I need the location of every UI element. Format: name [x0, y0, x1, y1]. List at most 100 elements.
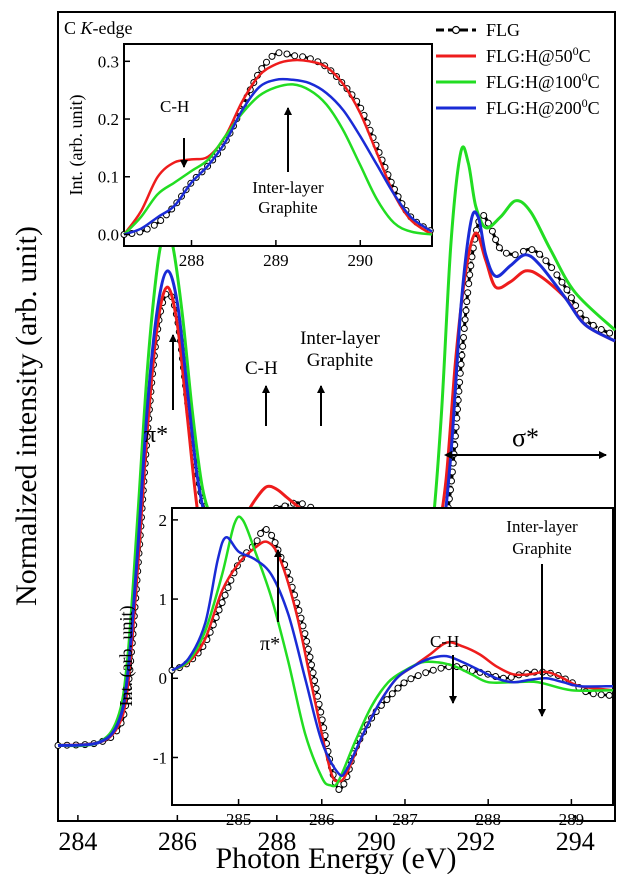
x-axis-label: Photon Energy (eV)	[215, 842, 456, 874]
main-x-tick-label: 286	[158, 827, 197, 856]
inset_bottom-series-flg-marker	[311, 677, 319, 685]
top-inset-ticks: 288 289 290 0.0 0.1 0.2 0.3	[98, 52, 373, 270]
main-series-flg-marker	[582, 316, 590, 324]
inset_top-series-flg-h-200-c	[123, 77, 433, 236]
inset_bottom-series-flg-marker	[414, 672, 422, 680]
interlayer-label-bottom-inset-1: Inter-layer	[506, 517, 578, 536]
inset_bottom-series-flg-marker	[335, 786, 343, 793]
inset_bottom-series-flg-marker	[308, 661, 315, 669]
main-series-flg-marker	[298, 500, 306, 508]
main-x-tick-label: 290	[357, 827, 396, 856]
inset_top-x-tick-label: 290	[348, 251, 374, 270]
panel-label: C K-edge	[64, 18, 133, 38]
main-series-flg-marker	[548, 264, 556, 272]
inset_top-series-flg-marker	[263, 58, 270, 66]
inset_bottom-x-tick-label: 285	[226, 810, 252, 829]
legend-label-flg-h-50-c: FLG:H@500C	[486, 44, 591, 66]
inset_bottom-series-flg-marker	[309, 669, 317, 677]
inset_bottom-series-flg-marker	[253, 537, 261, 545]
inset_bottom-series-flg-marker	[407, 675, 415, 683]
inset_top-series-flg-marker	[275, 49, 283, 57]
main-series-flg-marker	[464, 289, 472, 297]
legend: FLG FLG:H@500C FLG:H@1000C FLG:H@2000C	[436, 20, 600, 118]
legend-label-flg: FLG	[486, 20, 520, 40]
main-series-flg-marker	[461, 316, 469, 324]
inset_bottom-series-flg-marker	[383, 696, 391, 704]
inset_bottom-y-tick-label: -1	[153, 748, 167, 767]
main-series-flg-marker	[456, 378, 464, 386]
inset_top-series-flg-h-100-c	[123, 83, 433, 236]
inset_bottom-series-flg-marker	[306, 653, 314, 661]
inset_top-y-tick-label: 0.3	[98, 52, 119, 71]
main-series-flg-marker	[456, 369, 464, 377]
main-x-ticks: 284 286 288 290 292 294	[58, 815, 595, 856]
inset_top-y-tick-label: 0.2	[98, 110, 119, 129]
legend-marker-flg	[451, 25, 461, 35]
inset_top-y-tick-label: 0.0	[98, 225, 119, 244]
ch-label-main: C-H	[245, 358, 278, 379]
inset_top-y-tick-label: 0.1	[98, 168, 119, 187]
top-inset-frame	[123, 43, 433, 247]
main-series-flg-marker	[459, 342, 467, 350]
main-x-tick-label: 284	[58, 827, 97, 856]
main-series-flg-marker	[558, 278, 566, 286]
main-series-flg-marker	[536, 250, 544, 258]
inset_bottom-y-tick-label: 1	[159, 590, 168, 609]
interlayer-label-main-2: Graphite	[307, 350, 373, 371]
top-inset-curves	[120, 49, 434, 238]
main-annotations: π* C-H Inter-layer Graphite σ*	[144, 328, 607, 459]
main-series-flg-marker	[465, 280, 473, 288]
main-x-tick-label: 292	[456, 827, 495, 856]
main-series-flg-marker	[492, 236, 500, 244]
main-series-flg-marker	[542, 257, 550, 265]
sigma-star-label: σ*	[512, 423, 539, 452]
main-series-flg-marker	[467, 262, 475, 270]
y-axis-label: Normalized intensity (arb. unit)	[10, 226, 43, 606]
inset_bottom-series-flg-marker	[271, 539, 279, 547]
interlayer-label-main-1: Inter-layer	[300, 328, 380, 349]
inset_top-series-flg-marker	[150, 221, 158, 229]
main-x-tick-label: 294	[556, 827, 595, 856]
inset_bottom-series-flg-marker	[388, 690, 396, 698]
main-series-flg-h-50-c	[57, 231, 616, 747]
main-series-flg-marker	[502, 249, 510, 257]
inset_bottom-series-flg-marker	[221, 591, 229, 599]
inset_top-series-flg-marker	[283, 50, 291, 58]
main-series-flg-marker	[563, 286, 571, 294]
main-series-flg-marker	[495, 244, 503, 252]
inset_bottom-series-flg-marker	[597, 691, 605, 699]
ch-label-bottom-inset: C-H	[430, 632, 459, 651]
main-series-flg-marker	[462, 307, 470, 315]
main-series-flg-marker	[589, 321, 597, 329]
inset_bottom-series-flg-marker	[422, 669, 430, 677]
bottom-inset-ticks: 285 286 287 288 289 -1 0 1 2	[153, 511, 584, 829]
pi-star-label-bottom-inset: π*	[260, 633, 280, 655]
inset_bottom-series-flg-marker	[400, 679, 408, 687]
main-series-flg-marker	[606, 329, 614, 337]
main-series-flg-marker	[458, 351, 466, 359]
interlayer-label-bottom-inset-2: Graphite	[512, 539, 571, 558]
inset_bottom-series-flg-marker	[303, 637, 311, 645]
main-series-flg-marker	[460, 334, 467, 341]
top-inset-y-label: Int. (arb. unit)	[66, 95, 87, 196]
inset_bottom-y-tick-label: 2	[159, 511, 168, 530]
inset_top-series-flg-marker	[268, 52, 276, 60]
pi-star-label: π*	[144, 422, 168, 448]
main-series-flg-marker	[463, 298, 471, 306]
inset_bottom-series-flg-marker	[429, 666, 437, 674]
inset_top-series-flg-marker	[299, 53, 307, 61]
inset_bottom-series-flg-marker	[301, 630, 309, 638]
inset_top-series-flg-h-50-c	[122, 58, 433, 236]
inset_bottom-x-tick-label: 289	[559, 810, 585, 829]
inset_top-x-tick-label: 289	[263, 251, 289, 270]
main-series-flg-marker	[488, 227, 496, 235]
legend-label-flg-h-200-c: FLG:H@2000C	[486, 96, 600, 118]
inset_bottom-series-flg-marker	[262, 526, 270, 533]
inset_bottom-x-tick-label: 287	[392, 810, 418, 829]
inset_bottom-series-flg-h-200-c	[171, 536, 614, 778]
inset_bottom-series-flg-marker	[605, 691, 613, 699]
inset_bottom-series-flg-marker	[268, 531, 276, 539]
inset_bottom-y-tick-label: 0	[159, 669, 168, 688]
inset_bottom-x-tick-label: 288	[475, 810, 501, 829]
